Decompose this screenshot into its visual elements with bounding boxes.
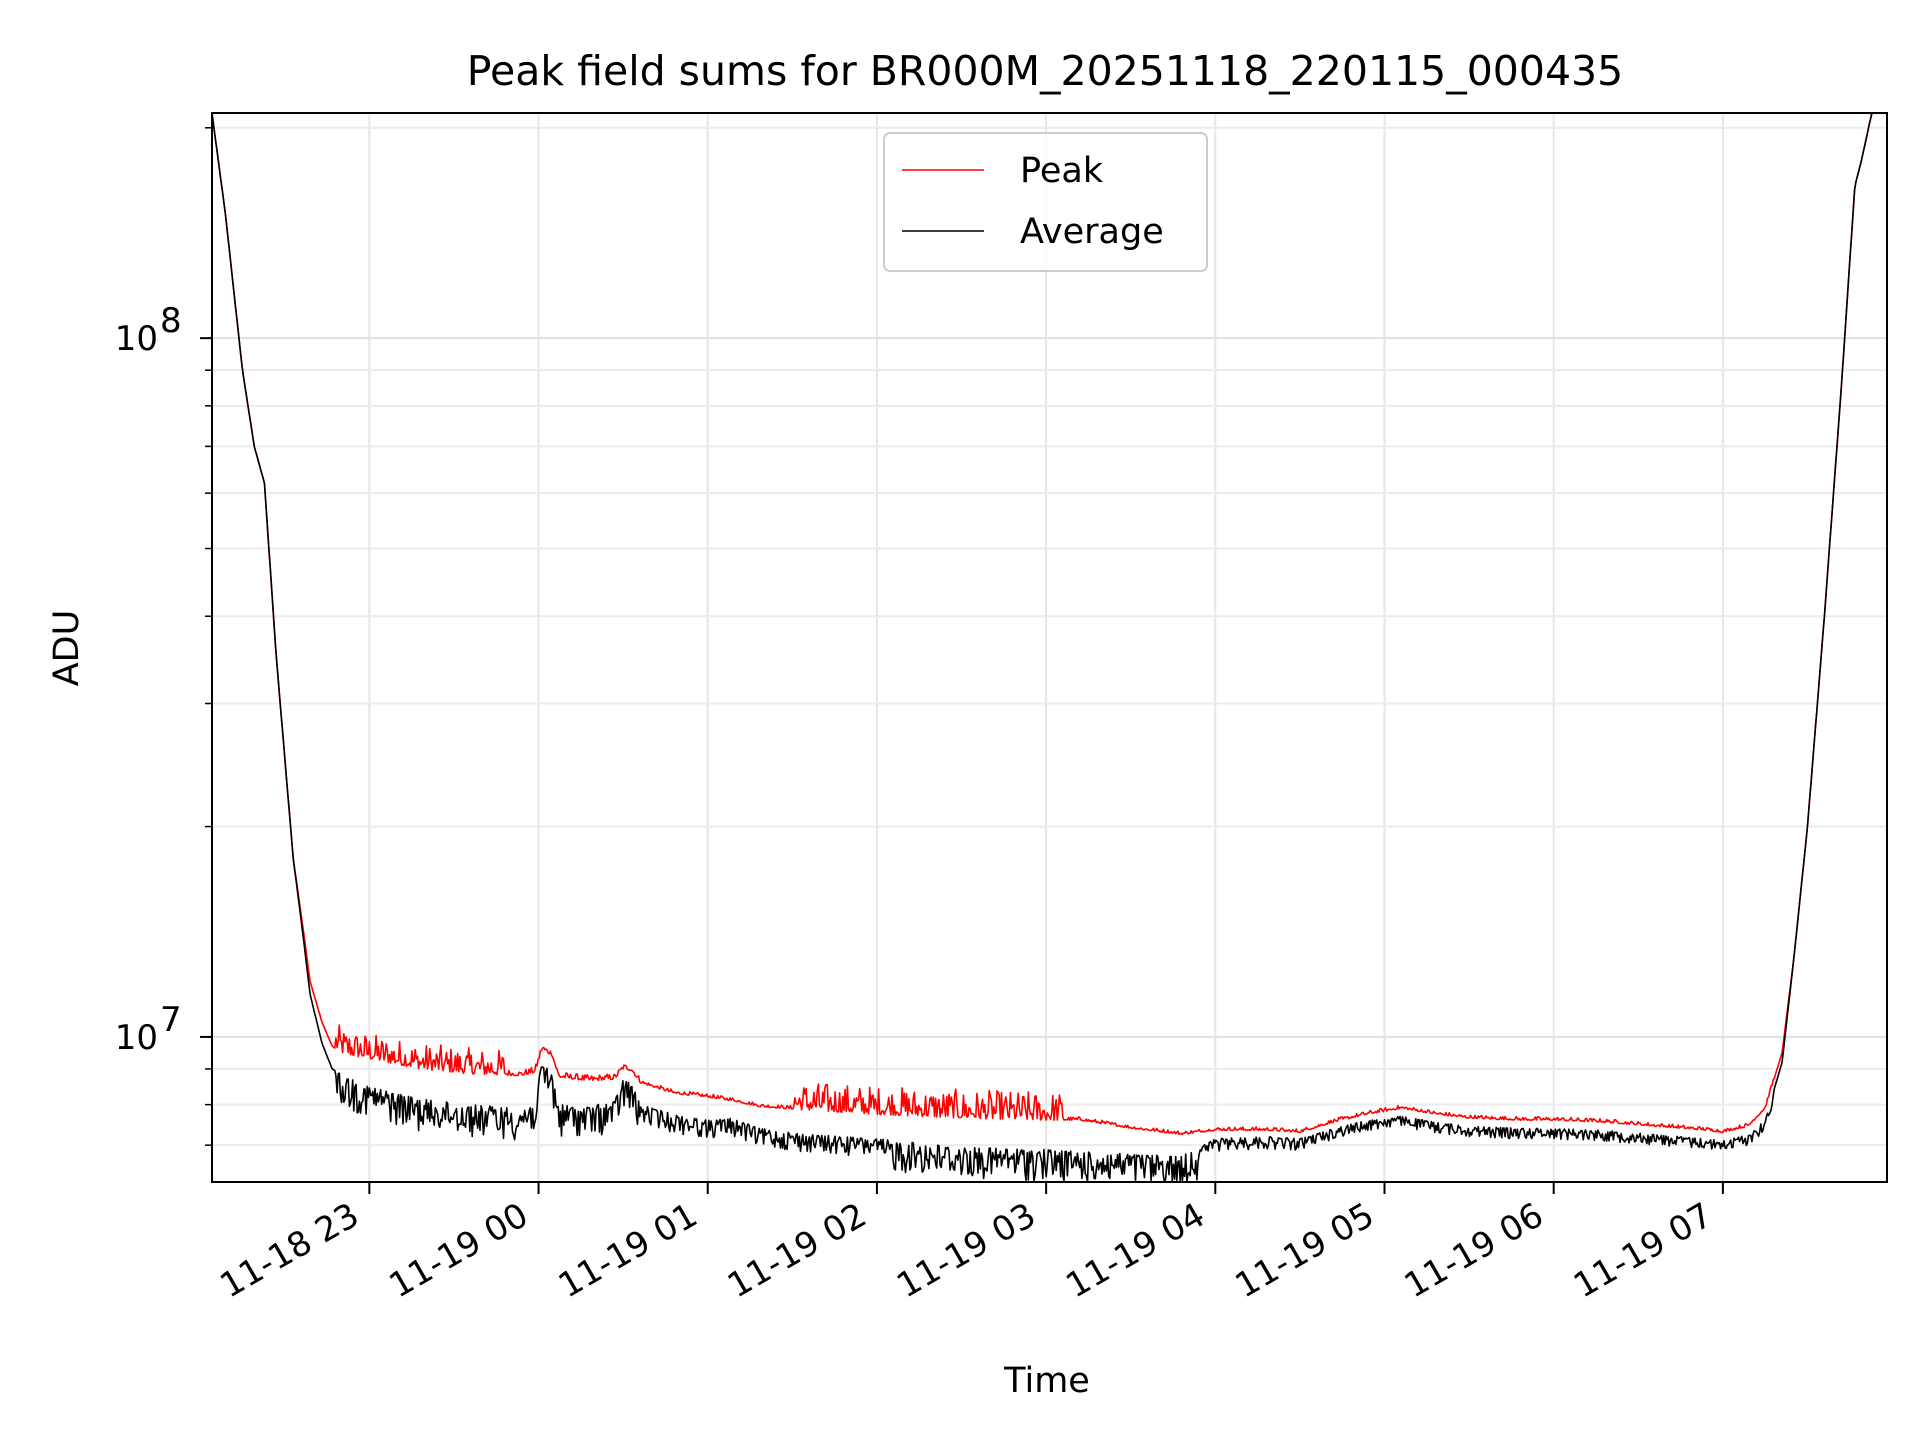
series-line-average xyxy=(211,112,1887,1183)
y-tick-exponent: 8 xyxy=(160,301,182,341)
chart-title: Peak field sums for BR000M_20251118_2201… xyxy=(467,47,1623,95)
y-tick-label: 10 8 xyxy=(115,301,182,359)
x-axis-label: Time xyxy=(1003,1361,1090,1401)
y-tick-label: 10 7 xyxy=(115,1000,182,1058)
y-tick-base: 10 xyxy=(115,319,158,359)
y-tick-base: 10 xyxy=(115,1018,158,1058)
y-tick-exponent: 7 xyxy=(160,1000,182,1040)
series-layer xyxy=(211,112,1887,1183)
plot-frame xyxy=(211,112,1888,1183)
plot-background xyxy=(212,113,1887,1182)
series-line-peak xyxy=(211,112,1887,1136)
grid-layer xyxy=(212,113,1887,1182)
y-axis-label: ADU xyxy=(47,610,87,687)
legend: Peak Average xyxy=(883,132,1208,272)
legend-box xyxy=(883,132,1208,272)
legend-label-peak: Peak xyxy=(1020,151,1104,191)
plot-area xyxy=(211,112,1888,1183)
legend-label-average: Average xyxy=(1020,212,1164,252)
